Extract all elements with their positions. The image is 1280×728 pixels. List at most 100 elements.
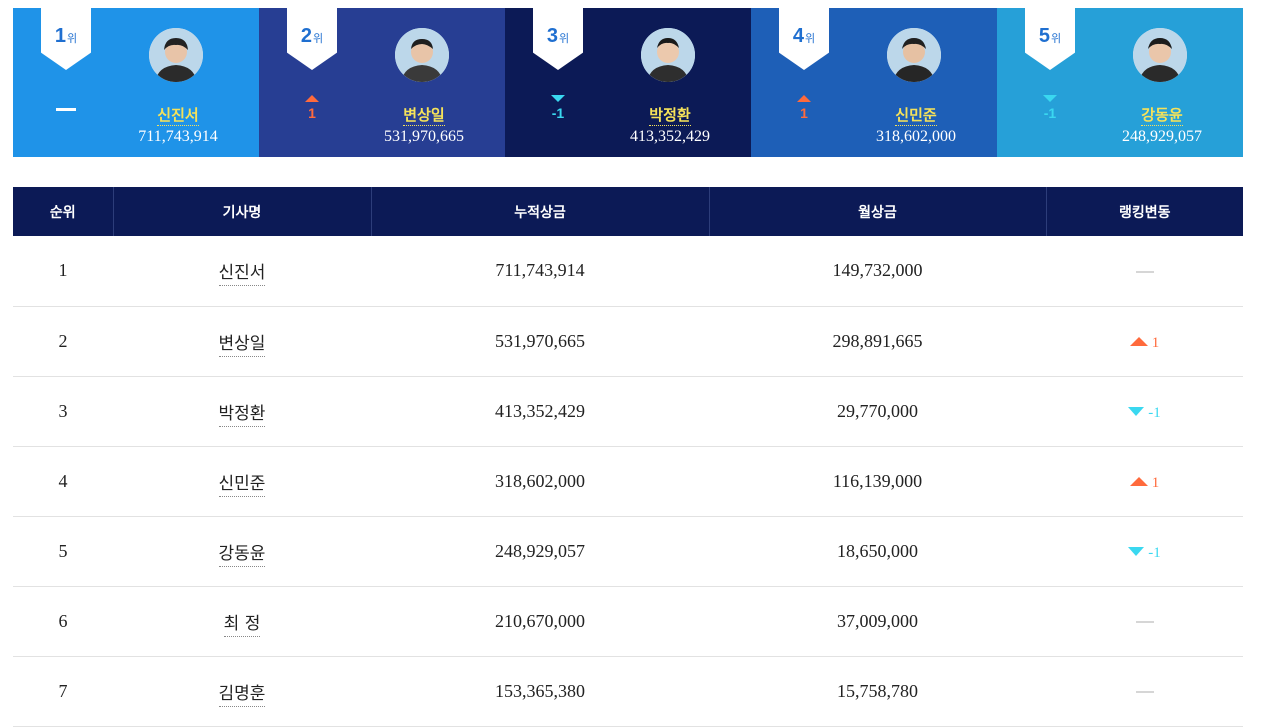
player-avatar-icon (149, 28, 203, 82)
cell-rank-change: 1 (1046, 446, 1243, 517)
change-value: -1 (551, 105, 565, 121)
top-card-5[interactable]: 5위 -1 강동윤 248,929,057 (997, 8, 1243, 157)
cell-month-prize: 149,732,000 (709, 236, 1046, 307)
cell-name: 신민준 (113, 446, 371, 517)
cell-total-prize: 248,929,057 (371, 516, 709, 587)
player-name[interactable]: 강동윤 (1141, 107, 1183, 126)
table-body: 1 신진서 711,743,914 149,732,000 2 변상일 531,970,66… (13, 236, 1243, 727)
rank-unit: 위 (559, 33, 570, 45)
cell-name: 김명훈 (113, 656, 371, 727)
top-card-3[interactable]: 3위 -1 박정환 413,352,429 (505, 8, 751, 157)
change-indicator: 1 (297, 94, 327, 121)
player-name-link[interactable]: 신진서 (218, 263, 266, 287)
table-row: 7 김명훈 153,365,380 15,758,780 (13, 656, 1243, 727)
cell-total-prize: 210,670,000 (371, 586, 709, 657)
player-avatar-icon (395, 28, 449, 82)
cell-rank: 6 (13, 586, 113, 657)
rank-flag: 2위 (287, 8, 337, 70)
cell-month-prize: 29,770,000 (709, 376, 1046, 447)
player-name-link[interactable]: 강동윤 (218, 543, 266, 567)
change-value: 1 (308, 105, 316, 121)
rank-unit: 위 (313, 33, 324, 45)
header-name: 기사명 (112, 187, 371, 236)
header-rank-change: 랭킹변동 (1045, 187, 1243, 236)
player-prize: 248,929,057 (1122, 128, 1202, 145)
cell-rank-change: -1 (1046, 516, 1243, 587)
player-name-link[interactable]: 김명훈 (218, 683, 266, 707)
player-name-link[interactable]: 최 정 (223, 613, 261, 637)
rank-unit: 위 (1051, 33, 1062, 45)
cell-rank-change: -1 (1046, 376, 1243, 447)
player-prize: 531,970,665 (384, 128, 464, 145)
cell-name: 박정환 (113, 376, 371, 447)
player-avatar-icon (641, 28, 695, 82)
rank-flag: 5위 (1025, 8, 1075, 70)
cell-rank-change (1046, 586, 1243, 657)
player-name[interactable]: 신민준 (895, 107, 937, 126)
cell-rank: 2 (13, 306, 113, 377)
table-header-row: 순위 기사명 누적상금 월상금 랭킹변동 (13, 187, 1243, 236)
dash-icon (56, 108, 76, 111)
rank-unit: 위 (805, 33, 816, 45)
player-prize: 711,743,914 (138, 128, 218, 145)
player-prize: 413,352,429 (630, 128, 710, 145)
cell-rank: 5 (13, 516, 113, 587)
cell-name: 변상일 (113, 306, 371, 377)
rank-flag: 4위 (779, 8, 829, 70)
cell-rank-change (1046, 656, 1243, 727)
top-card-2[interactable]: 2위 1 변상일 531,970,665 (259, 8, 505, 157)
triangle-down-icon: -1 (1128, 405, 1161, 421)
cell-name: 최 정 (113, 586, 371, 657)
cell-total-prize: 318,602,000 (371, 446, 709, 517)
player-name-link[interactable]: 변상일 (218, 333, 266, 357)
cell-name: 강동윤 (113, 516, 371, 587)
cell-rank: 7 (13, 656, 113, 727)
table-row: 6 최 정 210,670,000 37,009,000 (13, 586, 1243, 657)
triangle-up-icon: 1 (1130, 335, 1160, 351)
cell-rank: 1 (13, 236, 113, 307)
dash-icon (1135, 621, 1154, 624)
player-name-link[interactable]: 박정환 (218, 403, 266, 427)
header-month-prize: 월상금 (708, 187, 1046, 236)
cell-rank: 4 (13, 446, 113, 517)
top-card-4[interactable]: 4위 1 신민준 318,602,000 (751, 8, 997, 157)
triangle-up-icon (797, 95, 811, 102)
dash-icon (1135, 271, 1154, 274)
cell-total-prize: 413,352,429 (371, 376, 709, 447)
cell-total-prize: 153,365,380 (371, 656, 709, 727)
change-indicator: -1 (543, 94, 573, 121)
cell-month-prize: 298,891,665 (709, 306, 1046, 377)
player-name[interactable]: 변상일 (403, 107, 445, 126)
cell-month-prize: 15,758,780 (709, 656, 1046, 727)
dash-icon (1135, 691, 1154, 694)
player-name[interactable]: 박정환 (649, 107, 691, 126)
player-avatar-icon (887, 28, 941, 82)
triangle-down-icon (551, 95, 565, 102)
rank-number: 3 (546, 25, 558, 47)
table-row: 5 강동윤 248,929,057 18,650,000 -1 (13, 516, 1243, 587)
rank-number: 5 (1038, 25, 1050, 47)
change-indicator: 1 (789, 94, 819, 121)
rank-number: 1 (54, 25, 66, 47)
cell-month-prize: 116,139,000 (709, 446, 1046, 517)
top5-cards: 1위 신진서 711,743,914 2위 1 변상일 531,970,665 … (13, 8, 1243, 157)
change-indicator: -1 (1035, 94, 1065, 121)
change-value: 1 (800, 105, 808, 121)
cell-name: 신진서 (113, 236, 371, 307)
triangle-up-icon: 1 (1130, 475, 1160, 491)
player-avatar-icon (1133, 28, 1187, 82)
player-prize: 318,602,000 (876, 128, 956, 145)
change-value: -1 (1043, 105, 1057, 121)
rank-flag: 3위 (533, 8, 583, 70)
triangle-down-icon (1043, 95, 1057, 102)
cell-month-prize: 37,009,000 (709, 586, 1046, 657)
top-card-1[interactable]: 1위 신진서 711,743,914 (13, 8, 259, 157)
player-name[interactable]: 신진서 (157, 107, 199, 126)
cell-rank-change (1046, 236, 1243, 307)
rank-number: 4 (792, 25, 804, 47)
table-row: 3 박정환 413,352,429 29,770,000 -1 (13, 376, 1243, 447)
header-total-prize: 누적상금 (370, 187, 709, 236)
player-name-link[interactable]: 신민준 (218, 473, 266, 497)
cell-rank: 3 (13, 376, 113, 447)
cell-month-prize: 18,650,000 (709, 516, 1046, 587)
